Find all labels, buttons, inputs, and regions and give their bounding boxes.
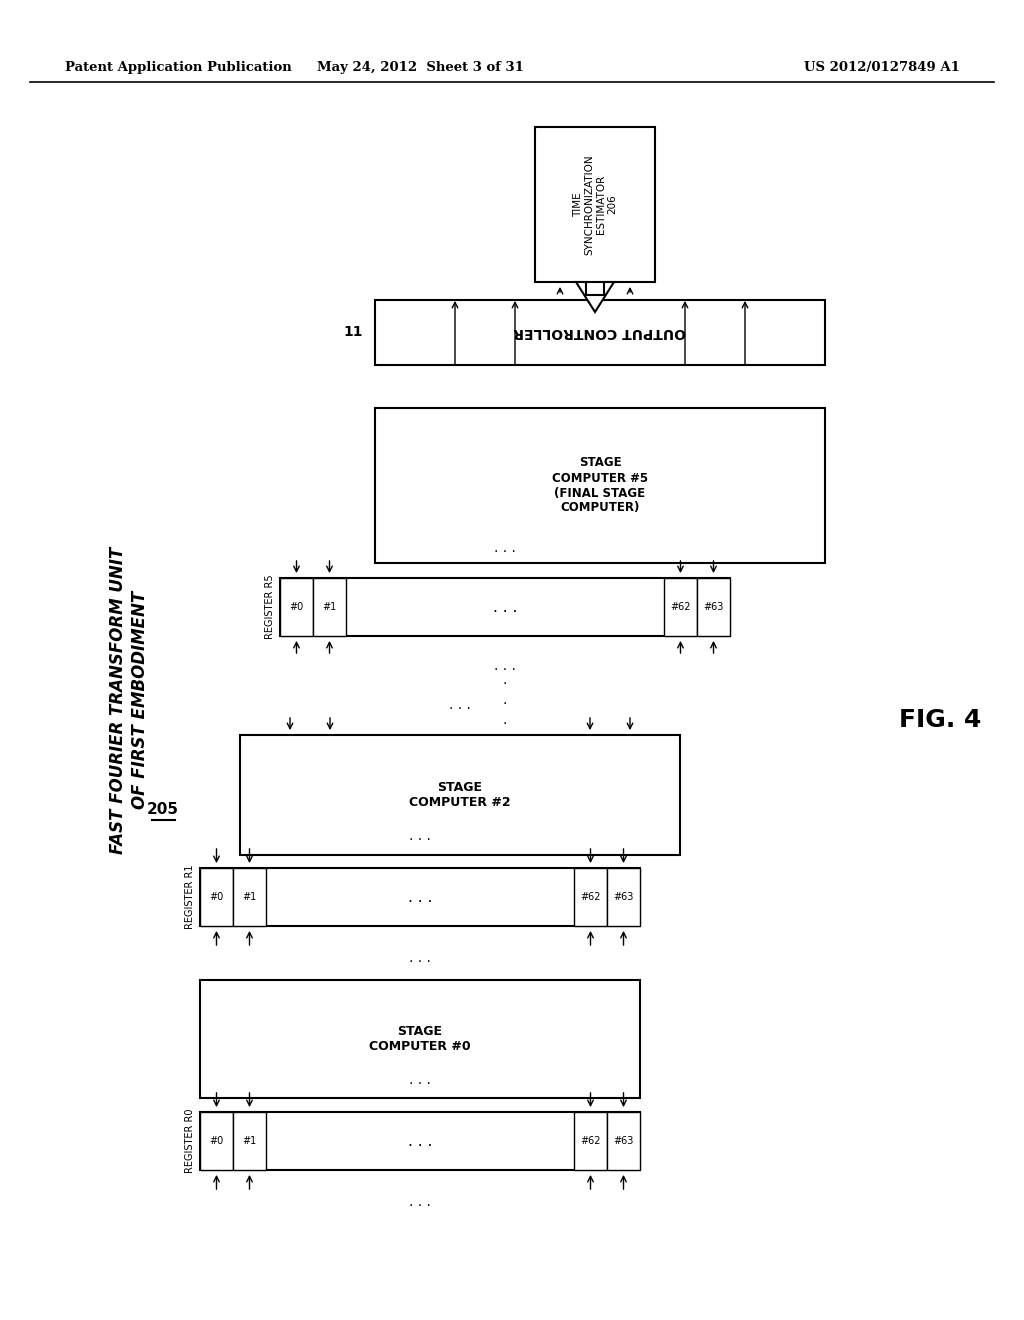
Text: TIME
SYNCHRONIZATION
ESTIMATOR
206: TIME SYNCHRONIZATION ESTIMATOR 206: [572, 154, 617, 255]
Text: #63: #63: [613, 892, 634, 902]
Bar: [200, 979, 640, 1098]
Text: . . .: . . .: [494, 659, 516, 673]
Bar: [280, 578, 730, 636]
Text: #63: #63: [703, 602, 724, 612]
Text: US 2012/0127849 A1: US 2012/0127849 A1: [804, 62, 961, 74]
Bar: [313, 578, 346, 636]
Text: . . .: . . .: [409, 1195, 431, 1209]
Text: #62: #62: [671, 602, 691, 612]
Bar: [574, 869, 607, 927]
Text: . . .: . . .: [408, 890, 432, 904]
Text: REGISTER R5: REGISTER R5: [265, 574, 275, 639]
Bar: [535, 127, 655, 282]
Text: . . .: . . .: [409, 1073, 431, 1086]
Bar: [697, 578, 730, 636]
Text: . . .: . . .: [494, 541, 516, 554]
Bar: [375, 408, 825, 564]
Text: STAGE
COMPUTER #2: STAGE COMPUTER #2: [410, 781, 511, 809]
Text: #0: #0: [209, 892, 223, 902]
Bar: [375, 300, 825, 366]
Text: May 24, 2012  Sheet 3 of 31: May 24, 2012 Sheet 3 of 31: [316, 62, 523, 74]
Bar: [233, 869, 266, 927]
Text: STAGE
COMPUTER #0: STAGE COMPUTER #0: [370, 1026, 471, 1053]
Text: 205: 205: [147, 803, 179, 817]
Text: #62: #62: [581, 1137, 601, 1146]
Text: #62: #62: [581, 892, 601, 902]
Bar: [200, 869, 640, 927]
Text: 11: 11: [343, 326, 362, 339]
Text: . . .: . . .: [409, 829, 431, 843]
Text: FAST FOURIER TRANSFORM UNIT: FAST FOURIER TRANSFORM UNIT: [109, 546, 127, 854]
Bar: [200, 1111, 233, 1170]
Bar: [280, 578, 313, 636]
Bar: [200, 869, 233, 927]
Text: .: .: [503, 693, 507, 708]
Text: . . .: . . .: [450, 698, 471, 711]
Bar: [607, 1111, 640, 1170]
Text: . . .: . . .: [493, 599, 517, 615]
Text: #0: #0: [209, 1137, 223, 1146]
Text: STAGE
COMPUTER #5
(FINAL STAGE
COMPUTER): STAGE COMPUTER #5 (FINAL STAGE COMPUTER): [552, 457, 648, 515]
Text: .: .: [503, 713, 507, 727]
Text: #1: #1: [243, 1137, 257, 1146]
Text: #1: #1: [323, 602, 337, 612]
Bar: [200, 1111, 640, 1170]
Text: .: .: [503, 673, 507, 686]
Text: REGISTER R1: REGISTER R1: [185, 865, 195, 929]
Text: . . .: . . .: [408, 1134, 432, 1148]
Bar: [574, 1111, 607, 1170]
Bar: [240, 735, 680, 855]
Text: OUTPUT CONTROLLER: OUTPUT CONTROLLER: [514, 326, 686, 339]
Text: OF FIRST EMBODIMENT: OF FIRST EMBODIMENT: [131, 591, 150, 809]
FancyArrow shape: [575, 282, 614, 312]
Text: Patent Application Publication: Patent Application Publication: [65, 62, 292, 74]
Bar: [607, 869, 640, 927]
Text: REGISTER R0: REGISTER R0: [185, 1109, 195, 1173]
Text: #63: #63: [613, 1137, 634, 1146]
Text: . . .: . . .: [409, 950, 431, 965]
Text: FIG. 4: FIG. 4: [899, 708, 981, 733]
Text: #1: #1: [243, 892, 257, 902]
Bar: [664, 578, 697, 636]
Text: #0: #0: [290, 602, 304, 612]
Bar: [233, 1111, 266, 1170]
